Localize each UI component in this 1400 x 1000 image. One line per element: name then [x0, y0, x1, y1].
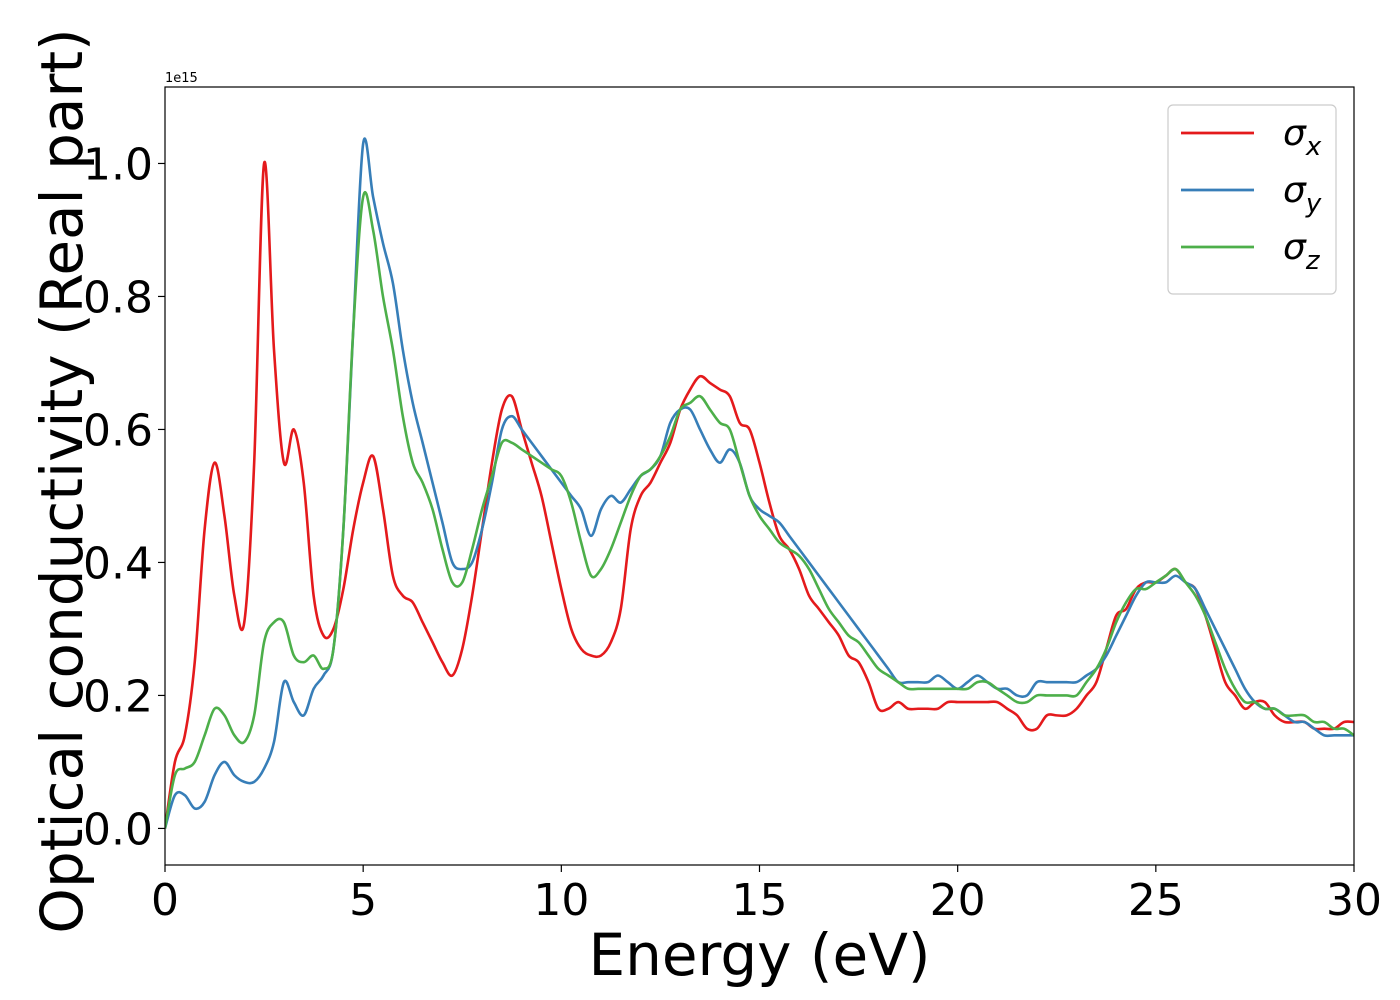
y-offset-label: 1e15: [165, 71, 198, 86]
ticks-layer: 0 5 10 15 20 25 30 0.0 0.2 0.4 0.6 0.8 1.0: [83, 139, 1382, 926]
series-line-z: [165, 190, 1354, 829]
x-tick-label: 0: [151, 875, 179, 926]
x-axis-title: Energy (eV): [588, 921, 930, 989]
series-layer: [165, 137, 1354, 829]
y-tick-label: 0.2: [83, 671, 153, 722]
x-tick-label: 15: [732, 875, 788, 926]
x-tick-label: 20: [930, 875, 986, 926]
x-tick-label: 25: [1128, 875, 1184, 926]
y-axis-title: Optical conductivity (Real part): [28, 28, 96, 933]
y-tick-label: 0.6: [83, 405, 153, 456]
y-tick-label: 1.0: [83, 139, 153, 190]
y-tick-label: 0.8: [83, 272, 153, 323]
y-tick-label: 0.0: [83, 804, 153, 855]
x-tick-label: 10: [533, 875, 589, 926]
x-tick-label: 5: [349, 875, 377, 926]
x-tick-label: 30: [1326, 875, 1382, 926]
y-tick-label: 0.4: [83, 538, 153, 589]
